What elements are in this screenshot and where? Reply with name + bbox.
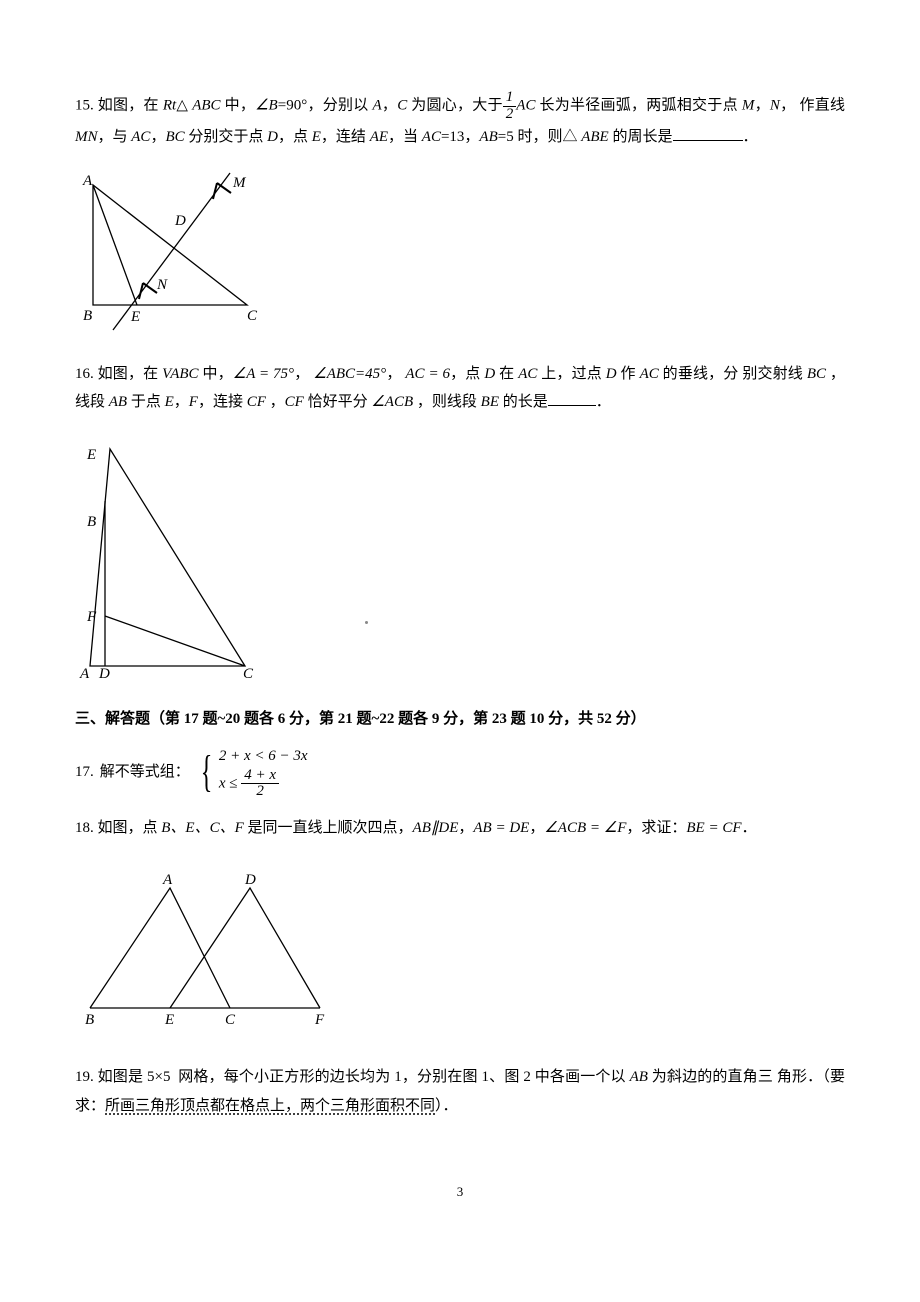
brace: {	[201, 750, 213, 794]
svg-text:E: E	[164, 1012, 174, 1028]
blank-15	[673, 124, 743, 141]
svg-text:B: B	[87, 514, 96, 530]
q19-num: 19.	[75, 1069, 94, 1085]
figure-16: A D C F B E	[75, 431, 845, 692]
q18-num: 18.	[75, 820, 94, 836]
page-number: 3	[75, 1180, 845, 1205]
q16-num: 16.	[75, 366, 94, 382]
svg-text:F: F	[86, 609, 97, 625]
problem-16: 16. 如图，在 VABC 中，∠A = 75°， ∠ABC=45°， AC =…	[75, 360, 845, 417]
svg-text:D: D	[244, 872, 256, 888]
svg-text:M: M	[232, 175, 247, 191]
svg-text:B: B	[85, 1012, 94, 1028]
svg-text:C: C	[225, 1012, 236, 1028]
figure-15-svg: A B C D E M N	[75, 165, 275, 335]
svg-text:D: D	[174, 213, 186, 229]
problem-17: 17. 解不等式组： { 2 + x < 6 − 3x x ≤ 4 + x2	[75, 744, 845, 801]
q15-num: 15.	[75, 98, 94, 114]
dotted-underline: 所画三角形顶点都在格点上，两个三角形面积不同	[105, 1098, 435, 1114]
svg-text:F: F	[314, 1012, 325, 1028]
system-body: 2 + x < 6 − 3x x ≤ 4 + x2	[219, 744, 308, 801]
figure-15: A B C D E M N	[75, 165, 845, 346]
q17-num: 17.	[75, 758, 94, 787]
problem-19: 19. 如图是 5×5 网格，每个小正方形的边长均为 1，分别在图 1、图 2 …	[75, 1063, 845, 1120]
svg-text:A: A	[82, 173, 93, 189]
svg-text:E: E	[86, 447, 96, 463]
svg-text:B: B	[83, 308, 92, 324]
section-3-title: 三、解答题（第 17 题~20 题各 6 分，第 21 题~22 题各 9 分，…	[75, 705, 845, 734]
fraction-half: 12	[503, 90, 517, 123]
figure-16-svg: A D C F B E	[75, 431, 275, 681]
svg-text:D: D	[98, 666, 110, 681]
gray-dot	[365, 621, 368, 624]
problem-15: 15. 如图，在 Rt△ ABC 中，∠B=90°，分别以 A，C 为圆心，大于…	[75, 90, 845, 151]
problem-18: 18. 如图，点 B、E、C、F 是同一直线上顺次四点，AB∥DE，AB = D…	[75, 814, 845, 843]
blank-16	[548, 390, 596, 407]
svg-text:E: E	[130, 309, 140, 325]
svg-text:A: A	[79, 666, 90, 681]
svg-text:N: N	[156, 277, 168, 293]
svg-text:A: A	[162, 872, 173, 888]
svg-text:C: C	[243, 666, 254, 681]
figure-18: A D B E C F	[75, 868, 845, 1039]
svg-text:C: C	[247, 308, 258, 324]
figure-18-svg: A D B E C F	[75, 868, 335, 1028]
